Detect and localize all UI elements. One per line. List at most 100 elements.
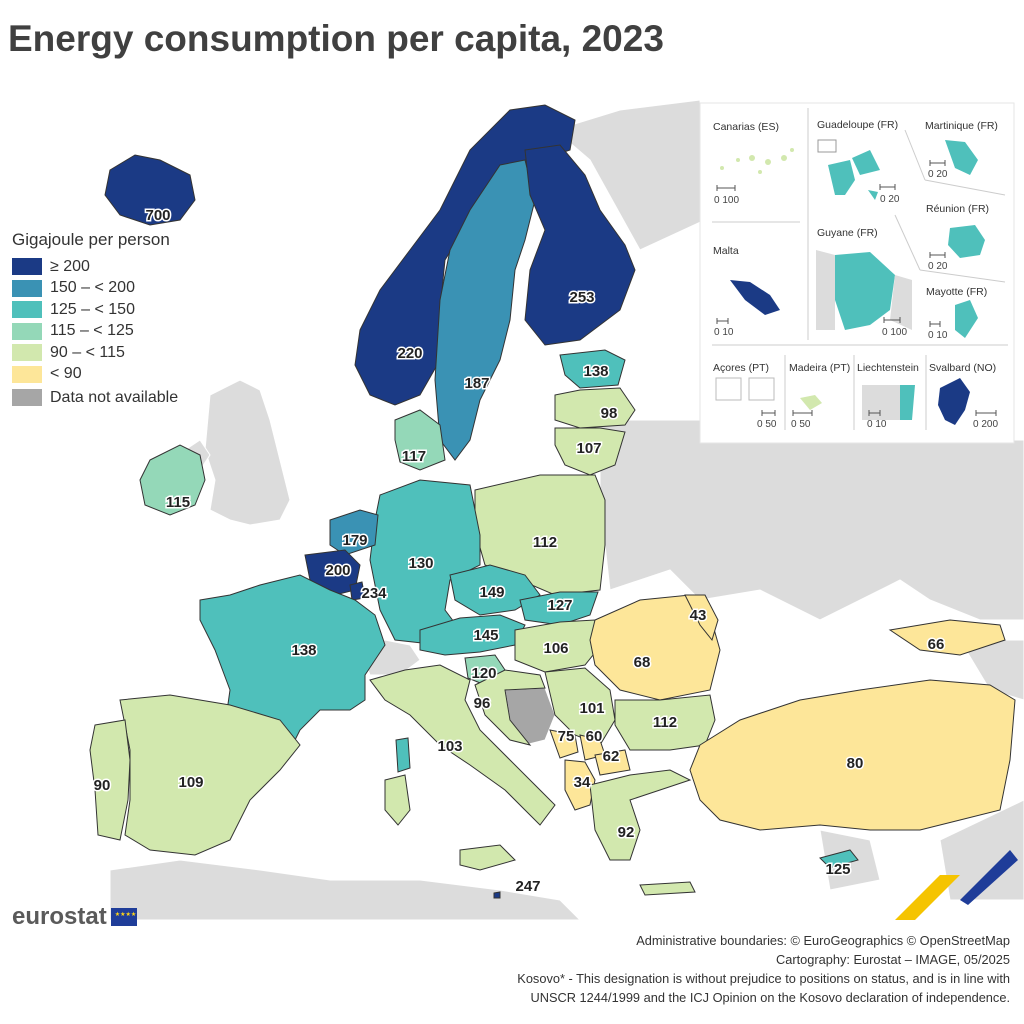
value-estonia: 138 (583, 363, 608, 380)
value-spain: 109 (178, 774, 203, 791)
value-italy: 103 (437, 738, 462, 755)
legend-swatch (12, 322, 42, 340)
region-slovakia (519, 591, 599, 626)
region-sweden (434, 159, 536, 461)
value-lithuania: 107 (576, 440, 601, 457)
value-czechia: 149 (479, 584, 504, 601)
footer-line: Kosovo* - This designation is without pr… (517, 971, 1010, 986)
value-denmark: 117 (402, 448, 426, 465)
region-sicily (459, 844, 516, 871)
region-moldova (684, 594, 719, 642)
footer-line: UNSCR 1244/1999 and the ICJ Opinion on t… (530, 990, 1011, 1005)
value-cyprus: 125 (825, 861, 850, 878)
value-albania: 34 (574, 774, 591, 791)
value-poland: 112 (533, 534, 557, 551)
value-france: 138 (291, 642, 316, 659)
value-serbia: 101 (579, 700, 604, 717)
value-romania: 68 (634, 654, 651, 671)
legend: Gigajoule per person ≥ 200 150 – < 200 1… (12, 230, 178, 409)
region-albania (564, 759, 596, 811)
inset-label-canarias: Canarias (ES) (713, 121, 779, 133)
inset-label-malta: Malta (713, 245, 739, 257)
inset-label-guadeloupe: Guadeloupe (FR) (817, 119, 898, 131)
legend-swatch (12, 389, 42, 407)
scale-madeira: 0 50 (791, 419, 811, 430)
inset-label-madeira: Madeira (PT) (789, 362, 850, 374)
legend-item: 90 – < 115 (12, 342, 178, 364)
scale-liechtenstein: 0 10 (867, 419, 887, 430)
value-belgium: 200 (325, 562, 350, 579)
footer-line: Cartography: Eurostat – IMAGE, 05/2025 (775, 952, 1010, 967)
scale-acores: 0 50 (757, 419, 777, 430)
scale-canarias: 0 100 (714, 195, 739, 206)
value-georgia: 66 (928, 636, 945, 653)
footer-line: Administrative boundaries: © EuroGeograp… (636, 933, 1010, 948)
value-bulgaria: 112 (653, 714, 677, 731)
region-malta (493, 891, 501, 899)
scale-reunion: 0 20 (928, 261, 948, 272)
eurostat-wordmark: eurostat (12, 903, 107, 930)
scale-mayotte: 0 10 (928, 330, 948, 341)
value-latvia: 98 (601, 405, 618, 422)
region-netherlands (329, 509, 379, 556)
region-romania (589, 594, 721, 701)
legend-label: 150 – < 200 (50, 279, 135, 297)
value-norway: 220 (397, 345, 422, 362)
legend-label: ≥ 200 (50, 257, 90, 275)
legend-item: 115 – < 125 (12, 321, 178, 343)
legend-swatch (12, 301, 42, 319)
region-finland (524, 144, 636, 346)
region-montenegro (549, 729, 579, 759)
region-north-macedonia (594, 749, 631, 776)
region-georgia (888, 619, 1006, 656)
inset-label-mayotte: Mayotte (FR) (926, 286, 987, 298)
background-land (109, 99, 1024, 921)
region-crete (639, 881, 696, 896)
value-north-macedonia: 62 (603, 748, 620, 765)
inset-label-guyane: Guyane (FR) (817, 227, 878, 239)
legend-swatch (12, 344, 42, 362)
legend-label: 115 – < 125 (50, 322, 134, 340)
legend-label: < 90 (50, 365, 82, 383)
region-cyprus (819, 849, 859, 869)
value-turkiye: 80 (847, 755, 864, 772)
value-croatia: 96 (474, 695, 491, 712)
region-portugal (89, 719, 131, 841)
scale-svalbard: 0 200 (973, 419, 998, 430)
decorative-ribbon (895, 850, 1018, 920)
value-sweden: 187 (464, 375, 489, 392)
scale-guyane: 0 100 (882, 327, 907, 338)
region-estonia (559, 349, 626, 389)
value-montenegro: 75 (558, 728, 575, 745)
region-denmark (394, 409, 446, 471)
region-greece (589, 769, 692, 861)
inset-panel: Canarias (ES) Guadeloupe (FR) Martinique… (699, 102, 1015, 444)
inset-label-liechtenstein: Liechtenstein (857, 362, 919, 374)
value-finland: 253 (569, 289, 594, 306)
value-moldova: 43 (690, 607, 707, 624)
region-spain (119, 694, 301, 856)
legend-title: Gigajoule per person (12, 230, 170, 249)
value-hungary: 106 (543, 640, 568, 657)
value-labels: 700 220 187 253 138 98 107 117 115 112 1… (92, 206, 946, 897)
legend-label: Data not available (50, 388, 179, 406)
eu-flag-icon: ★★★★ (110, 908, 137, 926)
legend-item: 125 – < 150 (12, 299, 178, 321)
region-iceland (104, 154, 196, 226)
scale-guadeloupe: 0 20 (880, 194, 900, 205)
eurostat-logo: eurostat ★★★★ (12, 903, 137, 931)
value-slovenia: 120 (471, 665, 496, 682)
region-turkiye (689, 679, 1016, 831)
value-slovakia: 127 (547, 597, 572, 614)
value-kosovo: 60 (586, 728, 603, 745)
region-lithuania (554, 427, 626, 476)
value-iceland: 700 (145, 207, 170, 224)
region-serbia (544, 667, 616, 746)
region-italy (369, 664, 556, 826)
legend-swatch (12, 258, 42, 276)
legend-item: 150 – < 200 (12, 278, 178, 300)
inset-label-reunion: Réunion (FR) (926, 203, 989, 215)
legend-item: < 90 (12, 364, 178, 386)
region-poland (474, 474, 606, 596)
